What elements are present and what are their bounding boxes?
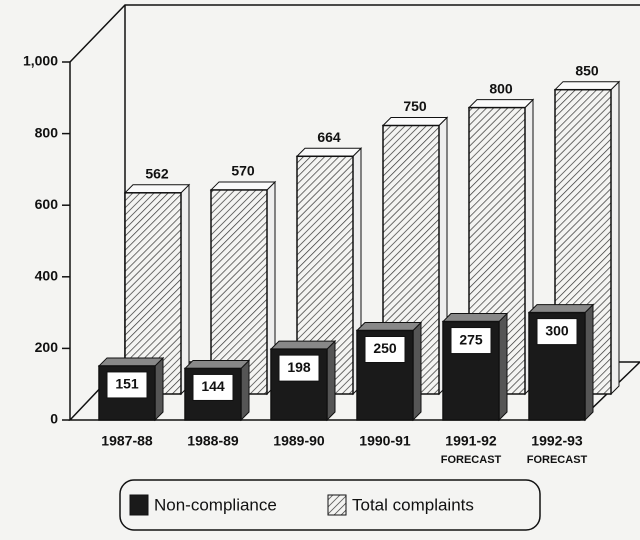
y-tick-label: 800 xyxy=(35,124,59,140)
value-label: 850 xyxy=(575,62,599,78)
bar-top xyxy=(527,304,595,314)
bar-side xyxy=(180,183,190,396)
value-label: 664 xyxy=(317,129,341,145)
bar-top xyxy=(381,117,449,126)
bar-side xyxy=(412,321,422,422)
legend-label: Non-compliance xyxy=(154,495,277,514)
bar-top xyxy=(441,313,509,323)
bar-side xyxy=(498,312,508,422)
value-label-box xyxy=(450,327,492,355)
bar-side xyxy=(584,303,594,422)
y-tick-label: 600 xyxy=(35,196,59,212)
value-label: 800 xyxy=(489,80,513,96)
x-tick-label: 1988-89 xyxy=(187,433,239,449)
x-tick-label: 1992-93 xyxy=(531,433,583,449)
bar-top xyxy=(269,340,337,350)
value-label: 275 xyxy=(459,331,483,347)
value-label: 300 xyxy=(545,322,569,338)
value-label: 250 xyxy=(373,340,397,356)
y-tick-label: 200 xyxy=(35,339,59,355)
value-label-box xyxy=(364,336,406,363)
value-label: 750 xyxy=(403,98,427,114)
legend-box xyxy=(119,479,541,531)
x-tick-note: FORECAST xyxy=(527,454,588,466)
legend-label: Total complaints xyxy=(352,495,474,514)
x-tick-label: 1991-92 xyxy=(445,433,497,449)
x-tick-label: 1989-90 xyxy=(273,433,325,449)
bar-top xyxy=(123,184,191,194)
x-tick-note: FORECAST xyxy=(441,454,502,466)
legend-swatch xyxy=(327,494,347,516)
y-tick-label: 1,000 xyxy=(23,53,58,69)
value-label: 144 xyxy=(201,378,225,394)
value-label: 151 xyxy=(115,376,139,392)
value-label-box xyxy=(106,371,148,399)
value-label: 570 xyxy=(231,163,255,179)
legend-swatch xyxy=(129,494,149,516)
value-label: 562 xyxy=(145,166,169,182)
value-label: 198 xyxy=(287,359,311,375)
x-tick-label: 1987-88 xyxy=(101,433,153,449)
value-label-box xyxy=(192,373,234,401)
bar-top xyxy=(209,181,277,191)
value-label-box xyxy=(278,354,320,382)
bar-side xyxy=(240,359,250,422)
bar-top xyxy=(355,322,423,331)
bar-side xyxy=(326,339,336,422)
bar-top xyxy=(183,359,251,369)
bar-top xyxy=(467,99,535,109)
bar-top xyxy=(295,147,363,157)
bar-top xyxy=(553,81,621,91)
y-tick-label: 400 xyxy=(35,268,59,284)
bar-side xyxy=(610,80,620,396)
value-label-box xyxy=(536,318,578,346)
bar-top xyxy=(97,357,165,367)
x-tick-label: 1990-91 xyxy=(359,433,411,449)
y-tick-label: 0 xyxy=(50,411,58,427)
bar-side xyxy=(154,356,164,422)
